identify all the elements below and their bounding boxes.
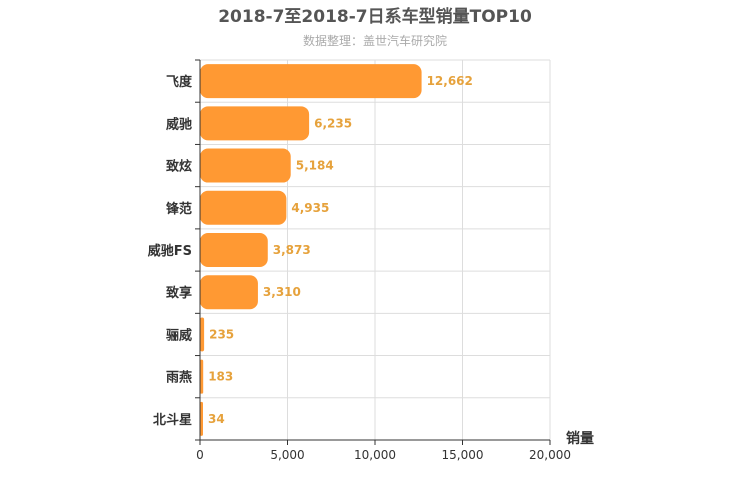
value-label: 4,935 <box>291 201 329 215</box>
labels: 12,662 飞度 6,235 威驰 5,184 致炫 4,935 锋范 3,873 威驰FS 3,… <box>148 74 571 462</box>
value-label: 6,235 <box>314 116 352 130</box>
category-label: 骊威 <box>166 327 192 343</box>
x-tick-label: 15,000 <box>442 448 484 462</box>
category-label: 致享 <box>166 285 192 301</box>
bar-8 <box>200 359 204 394</box>
bar-7 <box>200 317 205 352</box>
x-tick-label: 20,000 <box>529 448 571 462</box>
x-axis-name: 销量 <box>566 430 594 447</box>
chart-subtitle: 数据整理：盖世汽车研究院 <box>303 33 447 48</box>
category-label: 飞度 <box>166 74 193 90</box>
bar-6 <box>200 275 258 310</box>
value-label: 5,184 <box>296 159 334 173</box>
bar-4 <box>200 190 287 225</box>
x-tick-label: 5,000 <box>270 448 304 462</box>
category-label: 致炫 <box>166 159 192 175</box>
chart-title: 2018-7至2018-7日系车型销量TOP10 <box>218 6 532 27</box>
bar-3 <box>200 148 291 183</box>
value-label: 3,873 <box>273 243 311 257</box>
bar-9 <box>200 401 203 436</box>
bar-1 <box>200 64 422 99</box>
x-tick-label: 10,000 <box>354 448 396 462</box>
value-label: 183 <box>208 370 233 384</box>
bars <box>200 64 422 436</box>
value-label: 34 <box>208 412 225 426</box>
category-label: 锋范 <box>166 201 192 217</box>
value-label: 12,662 <box>427 74 473 88</box>
bar-2 <box>200 106 310 141</box>
category-label: 北斗星 <box>153 413 192 428</box>
axes <box>195 59 551 445</box>
value-label: 235 <box>209 327 234 341</box>
bar-5 <box>200 233 268 267</box>
category-label: 雨燕 <box>166 370 192 386</box>
x-tick-label: 0 <box>196 448 204 462</box>
category-label: 威驰FS <box>148 243 192 259</box>
value-label: 3,310 <box>263 285 301 299</box>
category-label: 威驰 <box>166 116 192 132</box>
